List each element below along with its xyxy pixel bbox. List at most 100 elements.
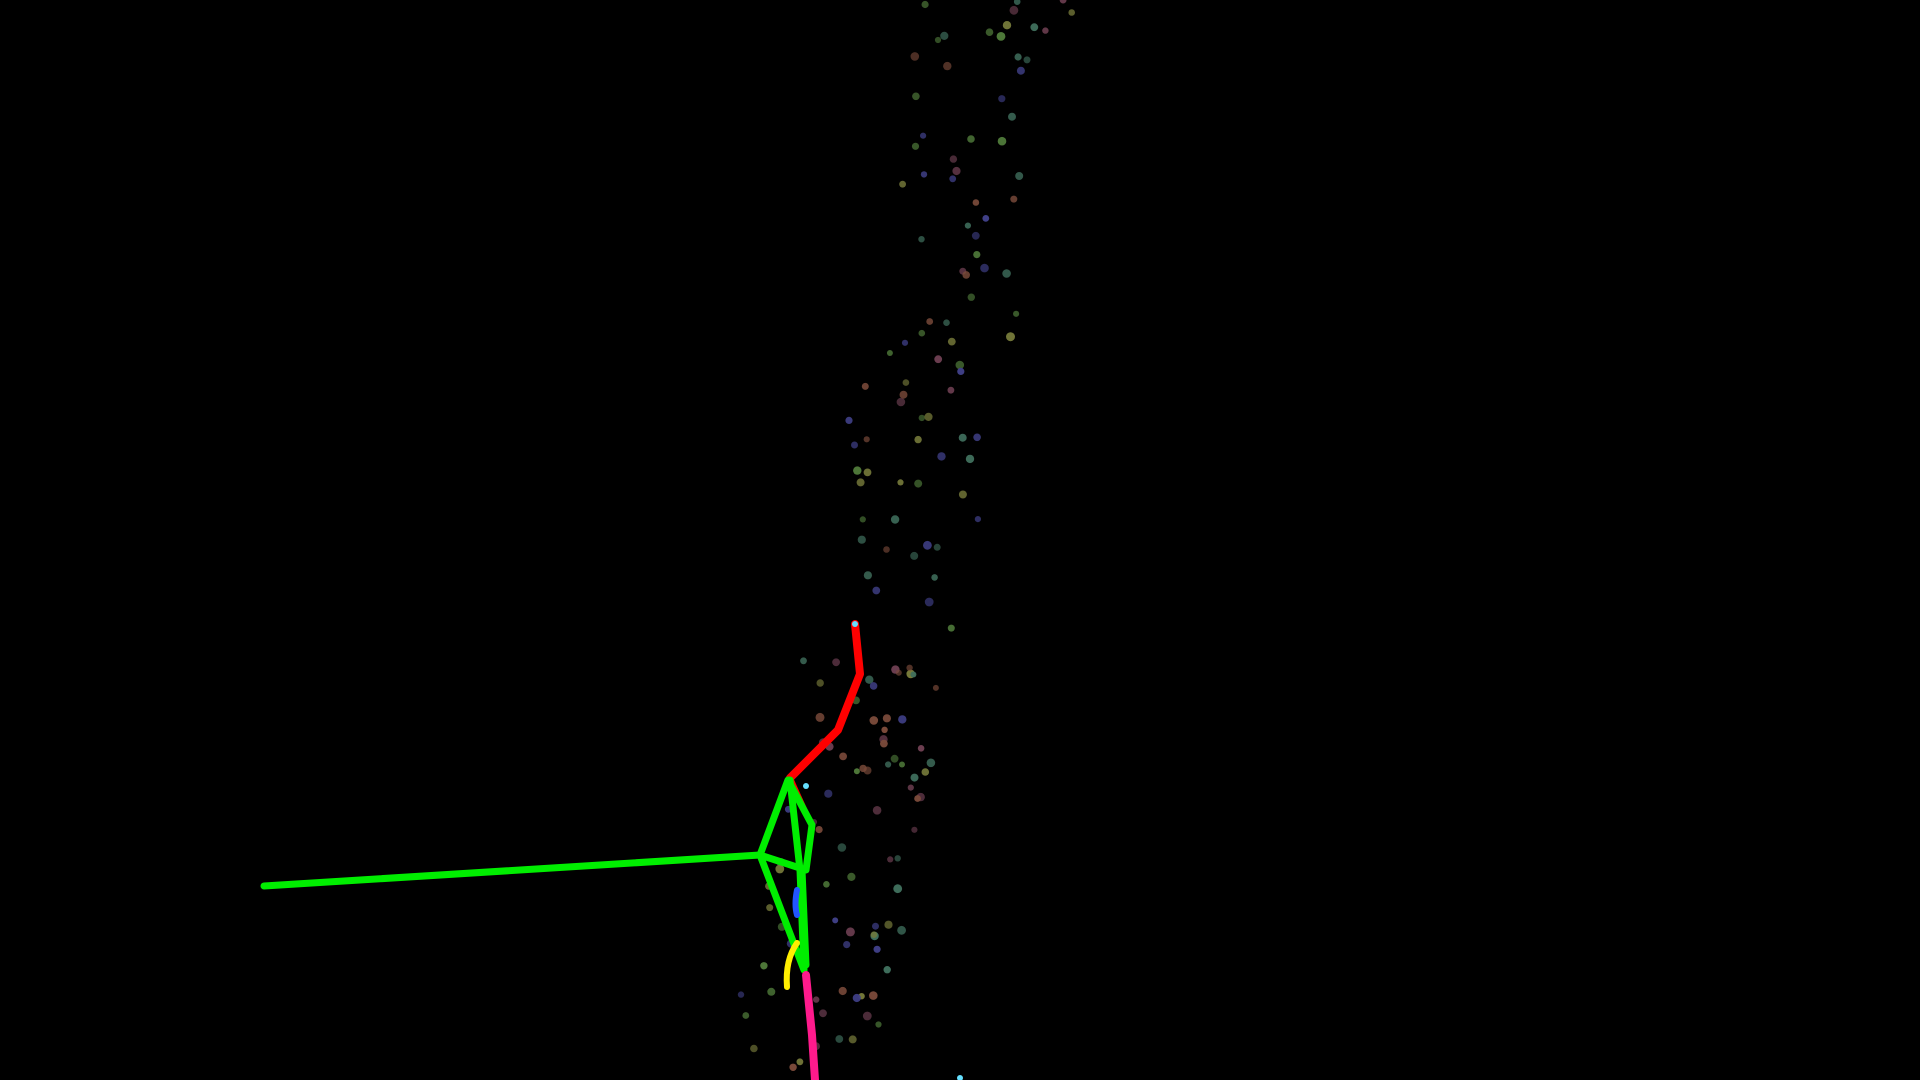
particle-dot (899, 390, 908, 399)
particle-dot (932, 684, 939, 691)
particle-dot (911, 142, 920, 150)
particle-dot (934, 36, 942, 44)
particle-dot (907, 784, 914, 791)
particle-dot (895, 669, 902, 676)
particle-dot (1006, 332, 1015, 342)
particle-dot (815, 826, 823, 834)
particle-dot (914, 435, 922, 444)
particle-dot (937, 452, 946, 461)
particle-dot (852, 993, 861, 1003)
particle-dot (766, 904, 774, 912)
particle-dot (837, 843, 847, 852)
particle-dot (863, 571, 873, 580)
particle-dot (947, 386, 955, 394)
particle-dot (856, 478, 865, 487)
particle-dot (899, 761, 905, 768)
particle-dot (1013, 0, 1021, 5)
particle-dot (940, 31, 949, 40)
particle-dot (918, 329, 926, 337)
particle-dot (870, 931, 878, 938)
particle-dot (914, 795, 921, 802)
particle-dot (906, 664, 913, 671)
particle-dot (1059, 0, 1067, 4)
particle-dot (832, 658, 840, 667)
particle-dot (882, 714, 892, 723)
particle-dot (796, 1058, 804, 1066)
particle-dot (863, 436, 870, 443)
particle-dot (1023, 56, 1031, 64)
particle-dot (912, 92, 920, 101)
particle-dot (910, 773, 919, 782)
path-start-marker (852, 621, 858, 627)
particle-dot (886, 350, 893, 356)
particle-dot (815, 712, 825, 722)
particle-dot (1068, 9, 1075, 16)
yellow-trajectory-path (783, 940, 800, 990)
particle-dot (962, 271, 970, 279)
particle-dot (998, 95, 1006, 103)
particle-dot (872, 806, 882, 815)
particle-dot (869, 682, 878, 690)
particle-dot (832, 917, 839, 924)
particle-dot (931, 574, 938, 581)
particle-dot (921, 768, 930, 776)
particle-dot (967, 293, 975, 301)
particle-dot (958, 433, 967, 442)
particle-dot (775, 864, 785, 874)
particle-dot (1010, 195, 1018, 203)
particle-dot (910, 52, 920, 61)
particle-dot (1014, 53, 1022, 61)
particle-dot (920, 132, 927, 139)
particle-dot (767, 987, 776, 996)
particle-dot (857, 535, 866, 544)
particle-dot (917, 745, 925, 752)
particle-dot (845, 416, 853, 424)
particle-dot (947, 337, 956, 346)
particle-dot (893, 884, 903, 894)
particle-dot (934, 355, 943, 364)
particle-dot (1009, 5, 1019, 15)
particle-dot (750, 1044, 758, 1053)
particle-dot (973, 433, 981, 442)
particle-dot (887, 856, 894, 863)
particle-dot (737, 991, 745, 998)
particle-dot (952, 166, 961, 176)
particle-dot (863, 468, 872, 477)
particle-dot (1015, 172, 1024, 180)
particle-dot (957, 367, 965, 375)
particle-dot (859, 516, 866, 523)
particle-dot (971, 231, 980, 240)
particle-dot (901, 339, 909, 346)
particle-dot (958, 490, 967, 499)
particle-dot (899, 180, 906, 188)
particle-dot (923, 540, 932, 550)
particle-dot (823, 881, 830, 888)
particle-dot (926, 758, 936, 768)
particle-dot (872, 586, 881, 595)
particle-dot (819, 1009, 827, 1018)
particle-dot (890, 515, 900, 524)
particle-dot (974, 516, 982, 523)
particle-dot (896, 397, 906, 407)
particle-dot (1016, 66, 1025, 75)
particle-cloud (737, 0, 1075, 1072)
particle-dot (885, 761, 892, 768)
particle-dot (918, 414, 925, 422)
particle-dot (933, 543, 941, 551)
particle-dot (862, 1011, 872, 1021)
particle-dot (965, 454, 975, 464)
particle-dot (869, 991, 878, 1000)
particle-dot (869, 716, 879, 725)
particle-dot (918, 236, 925, 243)
particle-dot (839, 752, 847, 761)
particle-dot (911, 826, 918, 833)
particle-dot (851, 441, 858, 449)
particle-dot (894, 855, 901, 862)
particle-dot (848, 1035, 857, 1044)
particle-dot (847, 872, 856, 882)
particle-dot (920, 171, 928, 178)
frustum-inner-edge (798, 866, 810, 969)
particle-dot (1002, 269, 1011, 278)
